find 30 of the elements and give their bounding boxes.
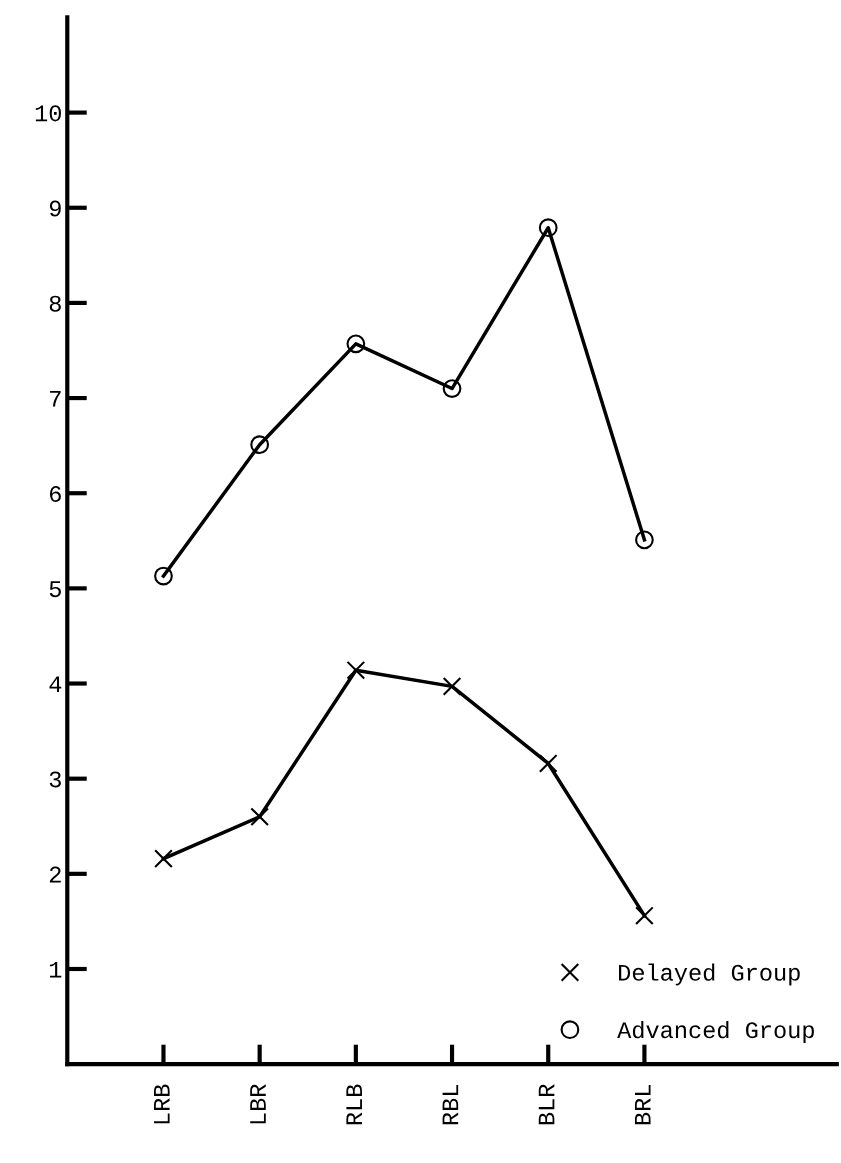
y-tick-label: 1: [49, 961, 62, 978]
x-tick-label: BRL: [634, 1085, 651, 1125]
point: [538, 754, 558, 773]
y-tick-label: 4: [49, 676, 62, 693]
y-tick-label: 8: [49, 295, 61, 312]
y-tick-label: 2: [49, 866, 61, 883]
x-tick-label: RBL: [442, 1085, 459, 1125]
point: [635, 906, 654, 926]
x-tick-label: BLR: [538, 1084, 555, 1125]
x-tick-label: LRB: [154, 1084, 170, 1124]
point: [346, 334, 366, 354]
y-tick-label: 9: [49, 200, 61, 217]
point: [635, 530, 654, 550]
legend-label: Delayed Group: [619, 963, 800, 986]
point: [250, 807, 270, 827]
point: [154, 566, 173, 586]
point: [442, 379, 462, 398]
y-tick-label: 3: [49, 771, 61, 788]
y-tick-label: 10: [35, 105, 61, 122]
y-tick-label: 6: [49, 485, 61, 503]
x-tick-label: LBR: [250, 1084, 266, 1124]
point: [442, 677, 462, 696]
point: [346, 660, 366, 680]
y-tick-label: 7: [50, 391, 61, 407]
point: [538, 218, 558, 238]
x-tick-label: RLB: [346, 1084, 362, 1125]
point: [250, 435, 270, 455]
point: [154, 849, 173, 868]
legend-label: Advanced Group: [617, 1020, 814, 1043]
y-tick-label: 5: [49, 581, 61, 598]
